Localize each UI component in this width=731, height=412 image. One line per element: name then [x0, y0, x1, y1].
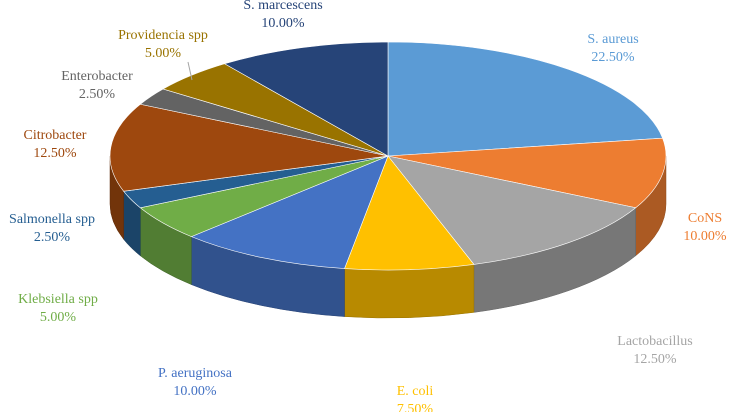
slice-percent-s-aureus: 22.50%	[591, 50, 635, 65]
slice-name-lactobacillus: Lactobacillus	[617, 334, 692, 349]
data-label-p-aeruginosa: P. aeruginosa 10.00%	[158, 366, 233, 399]
data-label-providencia-spp: Providencia spp 5.00%	[118, 28, 208, 61]
data-label-enterobacter: Enterobacter 2.50%	[61, 69, 133, 102]
pie-slice-e-coli	[344, 155, 475, 271]
slice-name-e-coli: E. coli	[397, 384, 434, 399]
slice-percent-klebsiella-spp: 5.00%	[40, 310, 77, 325]
slice-percent-cons: 10.00%	[683, 229, 727, 244]
data-label-e-coli: E. coli 7.50%	[397, 384, 434, 412]
pie-side-layer	[109, 155, 667, 319]
slice-name-enterobacter: Enterobacter	[61, 69, 133, 84]
pie-slice-s-aureus	[387, 41, 664, 157]
slice-percent-citrobacter: 12.50%	[33, 146, 77, 161]
slice-percent-salmonella-spp: 2.50%	[34, 230, 71, 245]
slice-name-s-marcescens: S. marcescens	[243, 0, 322, 13]
pie-side-e-coli	[344, 264, 475, 319]
pie-label-layer: S. aureus 22.50% CoNS 10.00% Lactobacillus 12…	[9, 0, 727, 412]
slice-name-klebsiella-spp: Klebsiella spp	[18, 292, 98, 307]
pie-slice-p-aeruginosa	[190, 155, 389, 269]
pie-slice-s-marcescens	[223, 41, 389, 157]
data-label-s-aureus: S. aureus 22.50%	[587, 32, 638, 65]
slice-percent-enterobacter: 2.50%	[79, 87, 116, 102]
data-label-citrobacter: Citrobacter 12.50%	[24, 128, 87, 161]
leader-line-providencia-spp	[187, 61, 193, 81]
slice-name-salmonella-spp: Salmonella spp	[9, 212, 95, 227]
pie-slice-citrobacter	[109, 103, 389, 192]
slice-name-providencia-spp: Providencia spp	[118, 28, 208, 43]
data-label-salmonella-spp: Salmonella spp 2.50%	[9, 212, 95, 245]
slice-name-s-aureus: S. aureus	[587, 32, 638, 47]
slice-percent-e-coli: 7.50%	[397, 402, 434, 412]
slice-name-cons: CoNS	[688, 211, 722, 226]
data-label-lactobacillus: Lactobacillus 12.50%	[617, 334, 692, 367]
data-label-s-marcescens: S. marcescens 10.00%	[243, 0, 322, 31]
pie-top-layer	[109, 41, 667, 271]
pie-slice-cons	[387, 137, 667, 209]
slice-name-p-aeruginosa: P. aeruginosa	[158, 366, 233, 381]
slice-name-citrobacter: Citrobacter	[24, 128, 87, 143]
slice-percent-s-marcescens: 10.00%	[261, 16, 305, 31]
data-label-klebsiella-spp: Klebsiella spp 5.00%	[18, 292, 98, 325]
data-label-cons: CoNS 10.00%	[683, 211, 727, 244]
slice-percent-lactobacillus: 12.50%	[633, 352, 677, 367]
pie-slice-lactobacillus	[387, 155, 637, 265]
slice-percent-p-aeruginosa: 10.00%	[173, 384, 217, 399]
slice-percent-providencia-spp: 5.00%	[145, 46, 182, 61]
